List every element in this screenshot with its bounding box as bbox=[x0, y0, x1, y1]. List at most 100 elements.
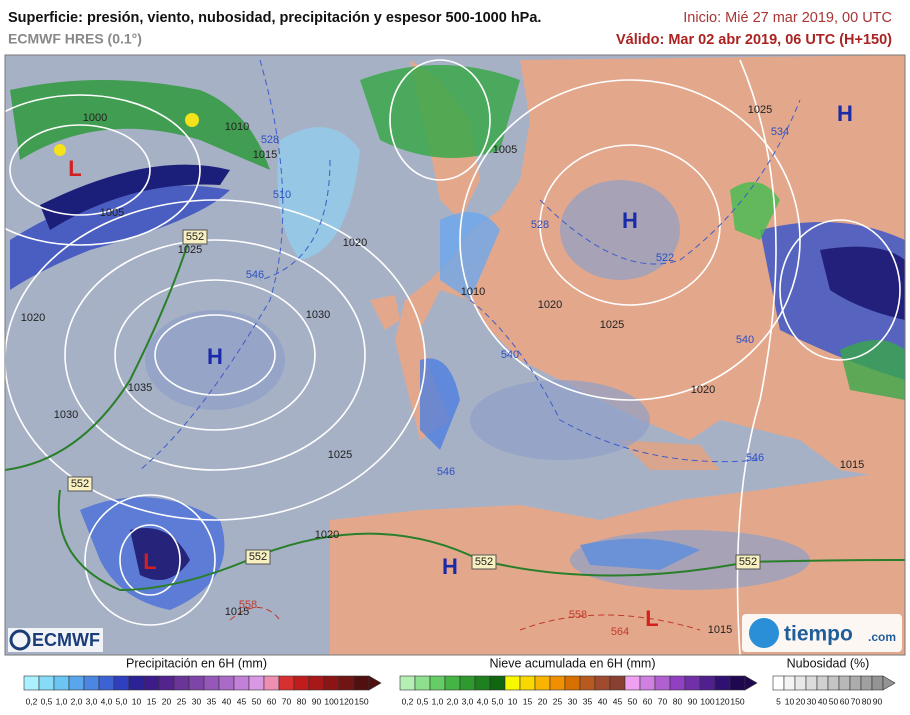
legend-swatch bbox=[564, 675, 581, 691]
boxed-labels: 552 bbox=[186, 231, 204, 243]
legend-tick-label: 60 bbox=[643, 696, 653, 706]
legend-swatch bbox=[414, 675, 431, 691]
title: Superficie: presión, viento, nubosidad, … bbox=[8, 10, 541, 26]
legend-tick-label: 4,0 bbox=[101, 696, 113, 706]
legend-swatch bbox=[594, 675, 611, 691]
highs: H bbox=[837, 101, 853, 126]
legend-tick-label: 1,0 bbox=[432, 696, 444, 706]
label-box bbox=[471, 554, 497, 570]
legend-tick-label: 80 bbox=[297, 696, 307, 706]
legend-tick-label: 60 bbox=[267, 696, 277, 706]
legend-tick-label: 80 bbox=[862, 696, 872, 706]
legend-tick-label: 40 bbox=[818, 696, 828, 706]
legend-swatch bbox=[128, 675, 145, 691]
legend-swatch bbox=[805, 675, 818, 691]
legend-swatch bbox=[714, 675, 731, 691]
label-box bbox=[245, 549, 271, 565]
legend-tick-label: 30 bbox=[568, 696, 578, 706]
init-time: Inicio: Mié 27 mar 2019, 00 UTC bbox=[683, 10, 892, 26]
label-box bbox=[67, 476, 93, 492]
isobar-labels: 1015 bbox=[708, 624, 732, 636]
legend-tick-label: 5,0 bbox=[116, 696, 128, 706]
legend-tick-label: 70 bbox=[658, 696, 668, 706]
legend-swatch bbox=[38, 675, 55, 691]
thickness-labels: 528 bbox=[261, 134, 279, 146]
legend-swatch bbox=[399, 675, 416, 691]
legend-swatch bbox=[838, 675, 851, 691]
legend-tick-label: 90 bbox=[688, 696, 698, 706]
legend-tick-label: 35 bbox=[207, 696, 217, 706]
highs: H bbox=[207, 344, 223, 369]
logo-icon bbox=[9, 629, 31, 651]
legend-swatch bbox=[624, 675, 641, 691]
isobar-labels: 1020 bbox=[21, 312, 45, 324]
lows: L bbox=[143, 549, 156, 574]
legend-tick-label: 60 bbox=[840, 696, 850, 706]
legend-swatch bbox=[639, 675, 656, 691]
legend-tick-label: 50 bbox=[829, 696, 839, 706]
legend-title: Nubosidad (%) bbox=[787, 656, 870, 670]
isobar-labels: 1030 bbox=[306, 309, 330, 321]
legend-tick-label: 0,5 bbox=[417, 696, 429, 706]
isobar-labels: 1025 bbox=[748, 104, 772, 116]
thickness-labels: 528 bbox=[531, 219, 549, 231]
legend-tick-label: 5 bbox=[776, 696, 781, 706]
isobar-labels: 1035 bbox=[128, 382, 152, 394]
isobar-labels: 1015 bbox=[225, 606, 249, 618]
legend-swatch bbox=[263, 675, 280, 691]
legend-tick-label: 50 bbox=[252, 696, 262, 706]
legend-title: Precipitación en 6H (mm) bbox=[126, 656, 267, 670]
lows: L bbox=[68, 156, 81, 181]
legend-swatch bbox=[173, 675, 190, 691]
legend-tick-label: 10 bbox=[785, 696, 795, 706]
thickness-labels: 546 bbox=[437, 466, 455, 478]
thickness-labels: 540 bbox=[501, 349, 519, 361]
map: H H H H L L L 1000 1005 1010 1015 1025 1020 1035 1030 1… bbox=[5, 55, 905, 655]
legend-swatch bbox=[609, 675, 626, 691]
legend-tick-label: 50 bbox=[628, 696, 638, 706]
legend-swatch bbox=[233, 675, 250, 691]
legend-tick-label: 100 bbox=[324, 696, 338, 706]
legend-swatch bbox=[23, 675, 40, 691]
legend-tick-label: 25 bbox=[177, 696, 187, 706]
legend-tick-label: 150 bbox=[730, 696, 744, 706]
map-labels: H H H H L L L 1000 1005 1010 1015 1025 1020 1035 1030 1… bbox=[21, 101, 864, 638]
legend-tick-label: 45 bbox=[237, 696, 247, 706]
isobars bbox=[5, 59, 901, 655]
logo-bg bbox=[742, 614, 902, 652]
legend-swatch bbox=[53, 675, 70, 691]
legend-swatch bbox=[429, 675, 446, 691]
tiempo-text: tiempo bbox=[784, 623, 853, 646]
isobar-labels: 1030 bbox=[54, 409, 78, 421]
legend-tick-label: 2,0 bbox=[71, 696, 83, 706]
legend-tick-label: 80 bbox=[673, 696, 683, 706]
legends: Precipitación en 6H (mm)0,2 0,5 1,0 2,0 3,0 4… bbox=[23, 656, 896, 706]
legend-tick-label: 10 bbox=[508, 696, 518, 706]
legend-swatch bbox=[98, 675, 115, 691]
legend-swatch bbox=[654, 675, 671, 691]
lows: L bbox=[645, 606, 658, 631]
legend-swatch bbox=[794, 675, 807, 691]
legend-swatch bbox=[579, 675, 596, 691]
thickness-labels: 546 bbox=[246, 269, 264, 281]
legend-swatch bbox=[699, 675, 716, 691]
ecmwf-logo: ECMWF bbox=[8, 628, 103, 652]
thickness-labels: 540 bbox=[736, 334, 754, 346]
legend-tick-label: 30 bbox=[807, 696, 817, 706]
legend-swatch bbox=[308, 675, 325, 691]
legend-swatch bbox=[549, 675, 566, 691]
legend-tick-label: 35 bbox=[583, 696, 593, 706]
isobar-labels: 1020 bbox=[315, 529, 339, 541]
thickness-labels: 522 bbox=[656, 252, 674, 264]
legend-swatch bbox=[519, 675, 536, 691]
boxed-labels: 552 bbox=[249, 551, 267, 563]
valid-time: Válido: Mar 02 abr 2019, 06 UTC (H+150) bbox=[616, 32, 892, 48]
legend-tick-label: 15 bbox=[147, 696, 157, 706]
legend-swatch bbox=[474, 675, 491, 691]
legend-swatch bbox=[188, 675, 205, 691]
highs: H bbox=[442, 554, 458, 579]
legend-swatch bbox=[68, 675, 85, 691]
legend-tick-label: 0,2 bbox=[402, 696, 414, 706]
legend-arrow bbox=[368, 675, 382, 691]
warm-thickness-lines bbox=[229, 607, 701, 631]
